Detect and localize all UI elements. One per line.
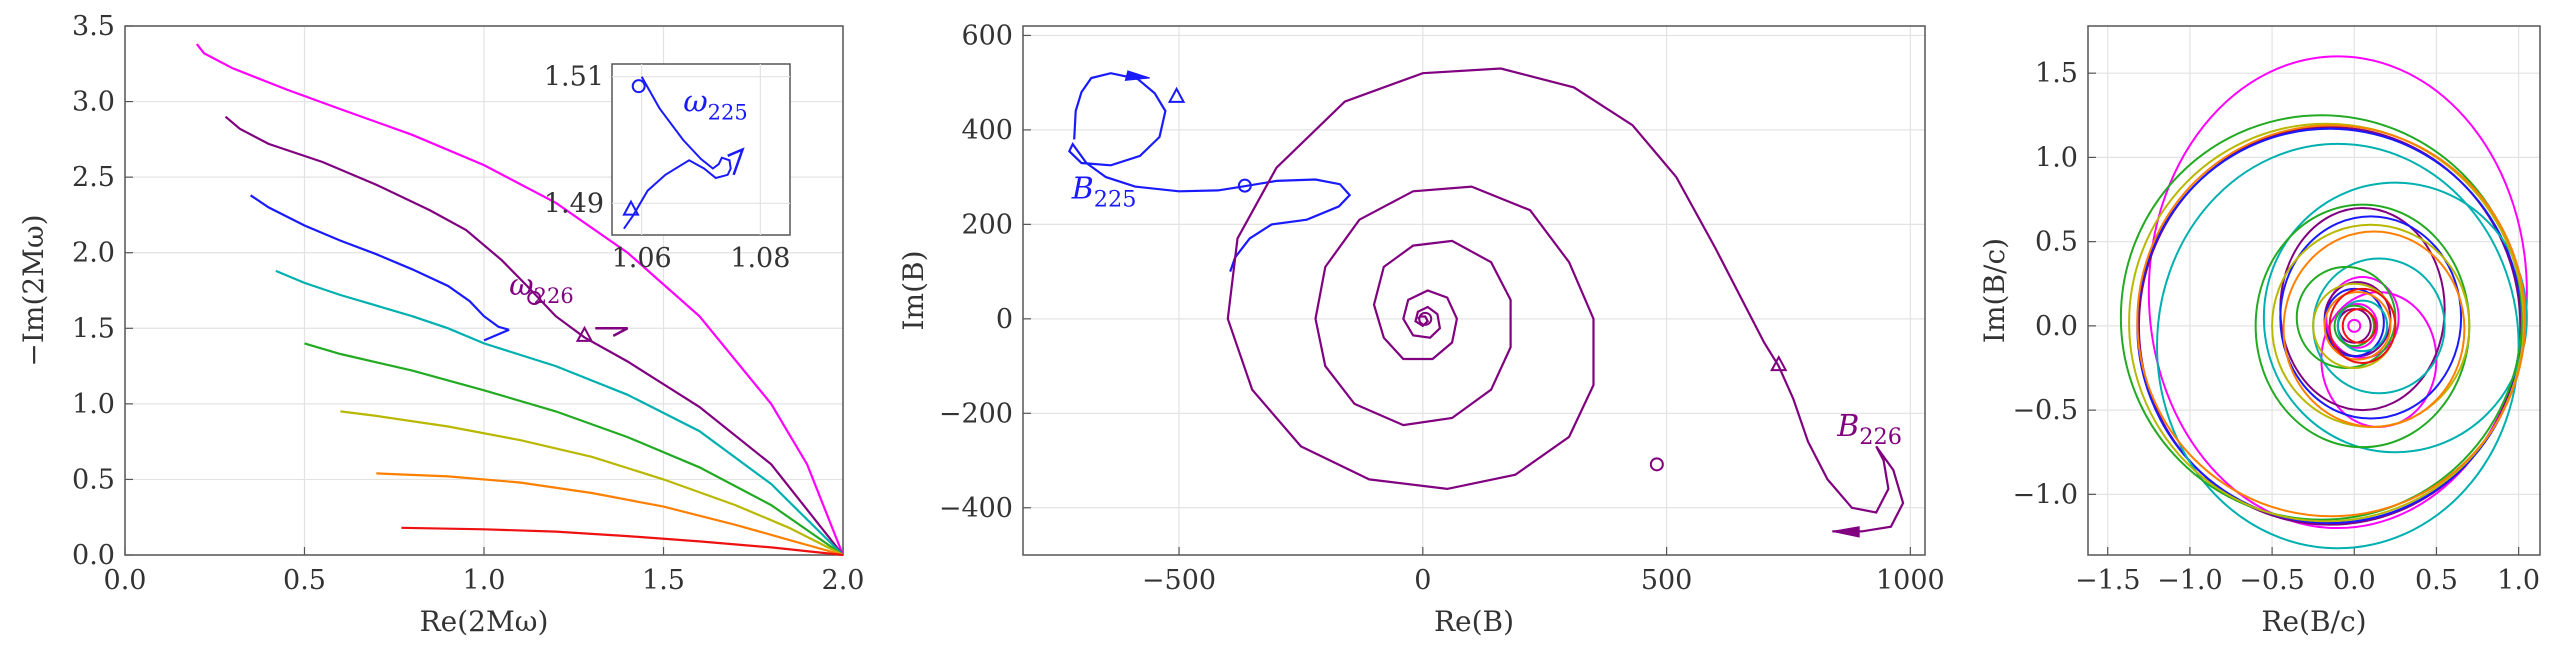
- middle-blue-arrow-icon: [1124, 70, 1150, 81]
- left-omega226-label: ω226: [509, 268, 574, 308]
- right-spiral-loop: [2333, 304, 2375, 348]
- right-circle-marker: [2347, 318, 2362, 333]
- right-spiral-loop: [2323, 291, 2392, 361]
- middle-triangle-marker: [1770, 355, 1788, 372]
- middle-circle-marker: [1418, 311, 1433, 326]
- right-spiral-loop: [2136, 124, 2527, 518]
- left-ytick-label: 3.0: [72, 87, 115, 118]
- middle-xtick-label: 0: [1414, 565, 1431, 596]
- middle-circle-marker: [1649, 457, 1664, 472]
- middle-ytick-label: 600: [961, 20, 1013, 51]
- left-circle-marker: [527, 291, 542, 306]
- right-xtick-label: 0.5: [2415, 565, 2458, 596]
- middle-series-line: [1067, 72, 1352, 272]
- left-series-line: [304, 342, 844, 556]
- middle-series-line: [1226, 67, 1905, 533]
- left-ytick-label: 1.5: [72, 313, 115, 344]
- middle-ytick-label: −400: [939, 493, 1013, 524]
- right-spiral-loop: [2128, 122, 2525, 523]
- left-ytick-label: 3.5: [72, 11, 115, 42]
- inset-ytick-label: 1.51: [544, 62, 604, 93]
- right-spiral-loop: [2336, 299, 2389, 353]
- left-y-axis-label: −Im(2Mω): [17, 214, 50, 366]
- inset-triangle-marker: [622, 199, 640, 216]
- left-ytick-label: 1.0: [72, 389, 115, 420]
- middle-circle-marker: [1237, 178, 1252, 193]
- left-x-axis-label: Re(2Mω): [420, 605, 549, 638]
- middle-xtick-label: 1000: [1876, 565, 1945, 596]
- middle-x-axis-label: Re(B): [1434, 605, 1514, 638]
- right-spiral-loop: [2262, 181, 2528, 454]
- right-spiral-loop: [2279, 215, 2463, 420]
- right-ytick-label: −0.5: [2012, 395, 2078, 426]
- panel-middle-b-plane: −500 0 500 1000 −400 −200 0 200 400 600 Re(B) Im(B)…: [897, 20, 1945, 638]
- right-ytick-label: 1.5: [2035, 58, 2078, 89]
- right-y-axis-label: Im(B/c): [1978, 238, 2011, 343]
- right-xtick-label: −1.0: [2157, 565, 2223, 596]
- left-series-line: [249, 194, 510, 331]
- right-ytick-label: 0.0: [2035, 311, 2078, 342]
- left-frame: [124, 25, 844, 556]
- right-frame: [2087, 25, 2541, 556]
- left-ytick-label: 2.0: [72, 238, 115, 269]
- right-spiral-loop: [2156, 142, 2520, 550]
- left-xtick-label: 1.5: [642, 565, 685, 596]
- panel-left-frequency-plane: 0.0 0.5 1.0 1.5 2.0 0.0 0.5 1.0 1.5 2.0 2.5 3.0 3.5 R…: [17, 11, 864, 638]
- right-spiral-loop: [2282, 230, 2466, 428]
- inset-omega225-label: ω225: [683, 85, 748, 125]
- inset-circle-marker: [631, 79, 646, 94]
- left-ytick-label: 0.0: [72, 540, 115, 571]
- right-xtick-label: 0.0: [2333, 565, 2376, 596]
- middle-triangle-marker: [1167, 86, 1186, 103]
- middle-b226-label: B226: [1836, 409, 1902, 450]
- left-arrow-icon: [595, 327, 629, 337]
- right-spiral-loop: [2341, 308, 2377, 344]
- middle-y-axis-label: Im(B): [897, 250, 930, 330]
- left-series-line: [401, 526, 844, 557]
- middle-xtick-label: 500: [1641, 565, 1693, 596]
- right-xtick-label: −1.5: [2075, 565, 2141, 596]
- left-series-hook: [483, 328, 510, 342]
- left-series-line: [376, 472, 844, 557]
- right-x-axis-label: Re(B/c): [2261, 605, 2366, 638]
- left-xtick-label: 2.0: [822, 565, 865, 596]
- right-xtick-label: −0.5: [2239, 565, 2305, 596]
- left-ytick-label: 0.5: [72, 464, 115, 495]
- panel-right-normalized-b-plane: −1.5 −1.0 −0.5 0.0 0.5 1.0 −1.0 −0.5 0.0 0.5 1.0 1.…: [1978, 25, 2541, 638]
- middle-ytick-label: 200: [961, 209, 1013, 240]
- left-series-line: [195, 43, 845, 556]
- middle-frame: [1022, 25, 1926, 556]
- left-ytick-label: 2.5: [72, 162, 115, 193]
- inset-ytick-label: 1.49: [544, 188, 604, 219]
- left-series-line: [224, 115, 844, 556]
- left-triangle-marker: [575, 325, 594, 342]
- right-ytick-label: −1.0: [2012, 479, 2078, 510]
- inset-arrow-icon: [727, 147, 745, 176]
- right-spiral-loop: [2328, 287, 2397, 364]
- right-spiral-loop: [2119, 114, 2523, 521]
- inset-curve-line: [623, 76, 732, 230]
- left-xtick-label: 0.0: [104, 565, 147, 596]
- middle-xtick-label: −500: [1142, 565, 1216, 596]
- left-series-line: [275, 269, 844, 556]
- middle-ytick-label: −200: [939, 398, 1013, 429]
- inset-xtick-label: 1.08: [730, 243, 790, 274]
- inset-xtick-label: 1.06: [612, 243, 672, 274]
- middle-b225-label: B225: [1071, 171, 1137, 212]
- left-xtick-label: 0.5: [283, 565, 326, 596]
- middle-purple-arrow-icon: [1832, 526, 1860, 538]
- right-xtick-label: 1.0: [2497, 565, 2540, 596]
- left-xtick-label: 1.0: [463, 565, 506, 596]
- right-ytick-label: 1.0: [2035, 142, 2078, 173]
- left-series-line: [340, 410, 844, 556]
- middle-ytick-label: 0: [996, 304, 1013, 335]
- right-spiral-loop: [2147, 55, 2528, 530]
- middle-ytick-label: 400: [961, 115, 1013, 146]
- right-ytick-label: 0.5: [2035, 227, 2078, 258]
- right-spiral-loop: [2137, 126, 2522, 526]
